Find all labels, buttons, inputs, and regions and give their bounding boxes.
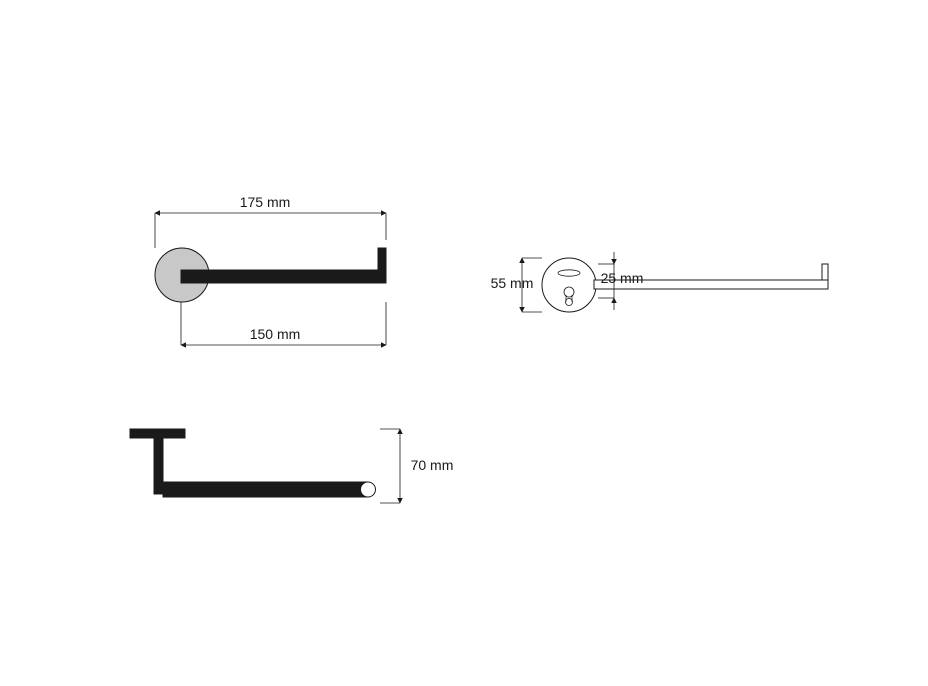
top-view: 70 mm: [130, 429, 453, 503]
horizontal-bar: [181, 270, 386, 283]
hook-upright-side: [822, 264, 828, 280]
dim-70mm-label: 70 mm: [411, 457, 454, 473]
front-view: 175 mm 150 mm: [155, 194, 386, 345]
dim-175mm-label: 175 mm: [240, 194, 291, 210]
dim-55mm: 55 mm: [491, 258, 542, 312]
dim-55mm-label: 55 mm: [491, 275, 534, 291]
wall-plate: [130, 429, 185, 438]
horizontal-arm: [163, 482, 368, 497]
arm-end-cap: [361, 482, 376, 497]
side-view: 55 mm 25 mm: [491, 252, 828, 312]
dim-175mm: 175 mm: [155, 194, 386, 248]
rosette-circle-side: [542, 258, 596, 312]
hook-upright: [378, 248, 386, 270]
dim-70mm: 70 mm: [380, 429, 453, 503]
dim-150mm-label: 150 mm: [250, 326, 301, 342]
vertical-post: [154, 438, 163, 494]
dim-150mm: 150 mm: [181, 302, 386, 345]
dim-25mm-label: 25 mm: [601, 270, 644, 286]
technical-drawing: 175 mm 150 mm 70 mm: [0, 0, 928, 686]
dim-25mm: 25 mm: [598, 252, 643, 310]
